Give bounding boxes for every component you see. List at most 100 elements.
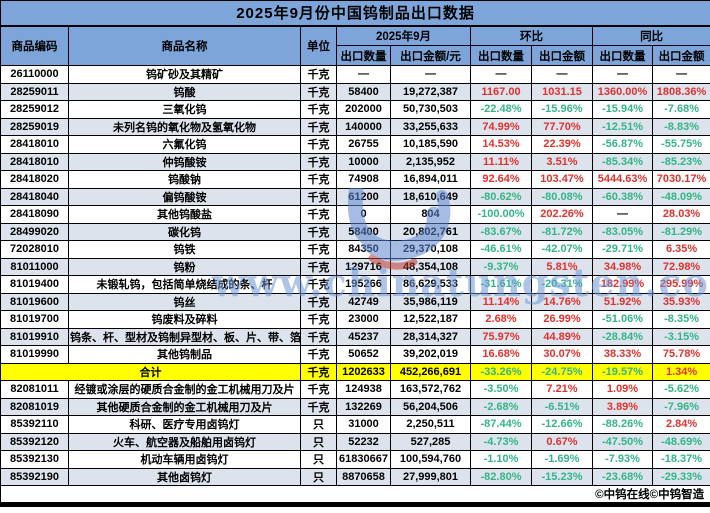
cell-yoy-value: 1.34% bbox=[651, 362, 710, 381]
col-header-name: 商品名称 bbox=[68, 25, 301, 66]
cell-code: 81019990 bbox=[0, 345, 69, 364]
cell-yoy-qty: 1360.00% bbox=[592, 82, 653, 101]
table-row: 81019700 钨废料及碎料 千克 23000 12,522,187 2.68% 26.9… bbox=[0, 310, 710, 329]
cell-name: 六氟化钨 bbox=[68, 135, 301, 154]
cell-mom-value: 22.39% bbox=[531, 135, 593, 154]
cell-value: 10,185,590 bbox=[390, 135, 471, 154]
cell-qty: 23000 bbox=[336, 310, 391, 329]
cell-code: 28418010 bbox=[0, 135, 69, 154]
cell-code: 85392110 bbox=[0, 415, 69, 434]
table-row: 26110000 钨矿砂及其精矿 千克 — — — — — — bbox=[0, 65, 710, 84]
cell-mom-qty: 2.68% bbox=[470, 310, 532, 329]
cell-name: 钨酸 bbox=[68, 82, 301, 101]
cell-code: 28499020 bbox=[0, 222, 69, 241]
cell-value: 18,610,649 bbox=[390, 187, 471, 206]
cell-yoy-value: -48.69% bbox=[651, 432, 710, 451]
cell-yoy-qty: -23.68% bbox=[592, 467, 653, 486]
col-group-month: 2025年9月 bbox=[336, 25, 471, 46]
cell-yoy-value: 72.98% bbox=[651, 257, 710, 276]
cell-value: 56,204,506 bbox=[390, 397, 471, 416]
cell-mom-qty: 14.53% bbox=[470, 135, 532, 154]
table-row: 85392190 其他卤钨灯只 8870658 27,999,801 -82.80% -1… bbox=[0, 467, 710, 486]
cell-unit: 千克 bbox=[300, 117, 337, 136]
table-row: 28259019 未列名钨的氧化物及氢氧化物 千克 140000 33,255,633 7… bbox=[0, 117, 710, 136]
cell-yoy-value: — bbox=[651, 65, 710, 84]
cell-unit: 千克 bbox=[300, 345, 337, 364]
cell-mom-qty: 92.64% bbox=[470, 170, 532, 189]
cell-value: 27,999,801 bbox=[390, 467, 471, 486]
table-row: 28418020 钨酸钠 千克 74908 16,894,011 92.64% 103.47… bbox=[0, 170, 710, 189]
cell-qty: 61830667 bbox=[336, 450, 391, 469]
cell-yoy-qty: -19.57% bbox=[592, 362, 653, 381]
cell-unit: 千克 bbox=[300, 82, 337, 101]
cell-code: 82081011 bbox=[0, 380, 69, 399]
cell-qty: 124938 bbox=[336, 380, 391, 399]
cell-name: 偏钨酸铵 bbox=[68, 187, 301, 206]
cell-value: 33,255,633 bbox=[390, 117, 471, 136]
col-header-month-qty: 出口数量 bbox=[336, 45, 391, 66]
cell-qty: 129716 bbox=[336, 257, 391, 276]
cell-name: 其他钨酸盐 bbox=[68, 205, 301, 224]
cell-name: 科研、医疗专用卤钨灯 bbox=[68, 415, 301, 434]
col-header-yoy-value: 出口金额 bbox=[651, 45, 710, 66]
cell-mom-qty: -22.48% bbox=[470, 100, 532, 119]
cell-mom-value: 14.76% bbox=[531, 292, 593, 311]
cell-name: 合计 bbox=[0, 362, 301, 381]
col-header-yoy-qty: 出口数量 bbox=[592, 45, 653, 66]
cell-yoy-value: -8.83% bbox=[651, 117, 710, 136]
cell-qty: 8870658 bbox=[336, 467, 391, 486]
cell-mom-value: 77.70% bbox=[531, 117, 593, 136]
cell-mom-qty: -1.10% bbox=[470, 450, 532, 469]
cell-mom-value: 3.51% bbox=[531, 152, 593, 171]
cell-name: 仲钨酸铵 bbox=[68, 152, 301, 171]
footer-row: ©中钨在线©中钨智造 bbox=[0, 485, 710, 507]
cell-mom-qty: -33.26% bbox=[470, 362, 532, 381]
cell-yoy-value: -18.37% bbox=[651, 450, 710, 469]
cell-mom-value: -81.72% bbox=[531, 222, 593, 241]
cell-name: 未列名钨的氧化物及氢氧化物 bbox=[68, 117, 301, 136]
cell-yoy-qty: 182.99% bbox=[592, 275, 653, 294]
cell-mom-value: -12.66% bbox=[531, 415, 593, 434]
table-row: 85392110 科研、医疗专用卤钨灯只 31000 2,250,511 -87.44%… bbox=[0, 415, 710, 434]
cell-unit: 千克 bbox=[300, 135, 337, 154]
cell-value: 804 bbox=[390, 205, 471, 224]
cell-yoy-qty: 34.98% bbox=[592, 257, 653, 276]
cell-name: 其他卤钨灯 bbox=[68, 467, 301, 486]
table-row: 81019400 未锻轧钨，包括简单烧结成的条、杆 千克 195266 86,629,5… bbox=[0, 275, 710, 294]
cell-yoy-value: 7030.17% bbox=[651, 170, 710, 189]
cell-yoy-value: -55.75% bbox=[651, 135, 710, 154]
cell-mom-qty: -100.00% bbox=[470, 205, 532, 224]
cell-code: 81011000 bbox=[0, 257, 69, 276]
cell-unit: 千克 bbox=[300, 170, 337, 189]
cell-yoy-value: -7.68% bbox=[651, 100, 710, 119]
cell-name: 钨丝 bbox=[68, 292, 301, 311]
total-row: 合计 千克 1202633 452,266,691 -33.26% -24.75% -19.… bbox=[0, 362, 710, 381]
cell-unit: 只 bbox=[300, 467, 337, 486]
cell-yoy-value: 2.84% bbox=[651, 415, 710, 434]
cell-unit: 千克 bbox=[300, 222, 337, 241]
cell-yoy-qty: 38.33% bbox=[592, 345, 653, 364]
cell-value: 12,522,187 bbox=[390, 310, 471, 329]
table-body: 26110000 钨矿砂及其精矿 千克 — — — — — —28259011 钨酸 千克 58400… bbox=[0, 65, 710, 486]
cell-mom-value: -15.96% bbox=[531, 100, 593, 119]
cell-yoy-qty: -60.38% bbox=[592, 187, 653, 206]
cell-name: 机动车辆用卤钨灯 bbox=[68, 450, 301, 469]
cell-name: 钨条、杆、型材及钨制异型材、板、片、带、箔 bbox=[68, 327, 301, 346]
cell-code: 26110000 bbox=[0, 65, 69, 84]
cell-qty: 26755 bbox=[336, 135, 391, 154]
cell-unit: 千克 bbox=[300, 292, 337, 311]
cell-yoy-qty: -12.51% bbox=[592, 117, 653, 136]
cell-mom-qty: 1167.00 bbox=[470, 82, 532, 101]
cell-yoy-qty: 5444.63% bbox=[592, 170, 653, 189]
cell-value: 29,370,108 bbox=[390, 240, 471, 259]
cell-value: 50,730,503 bbox=[390, 100, 471, 119]
cell-mom-value: 1031.15 bbox=[531, 82, 593, 101]
cell-yoy-value: -7.96% bbox=[651, 397, 710, 416]
cell-value: 19,272,387 bbox=[390, 82, 471, 101]
cell-value: 20,802,761 bbox=[390, 222, 471, 241]
cell-yoy-qty: 51.92% bbox=[592, 292, 653, 311]
cell-yoy-value: 1808.36% bbox=[651, 82, 710, 101]
cell-yoy-value: -29.33% bbox=[651, 467, 710, 486]
cell-yoy-value: -48.09% bbox=[651, 187, 710, 206]
